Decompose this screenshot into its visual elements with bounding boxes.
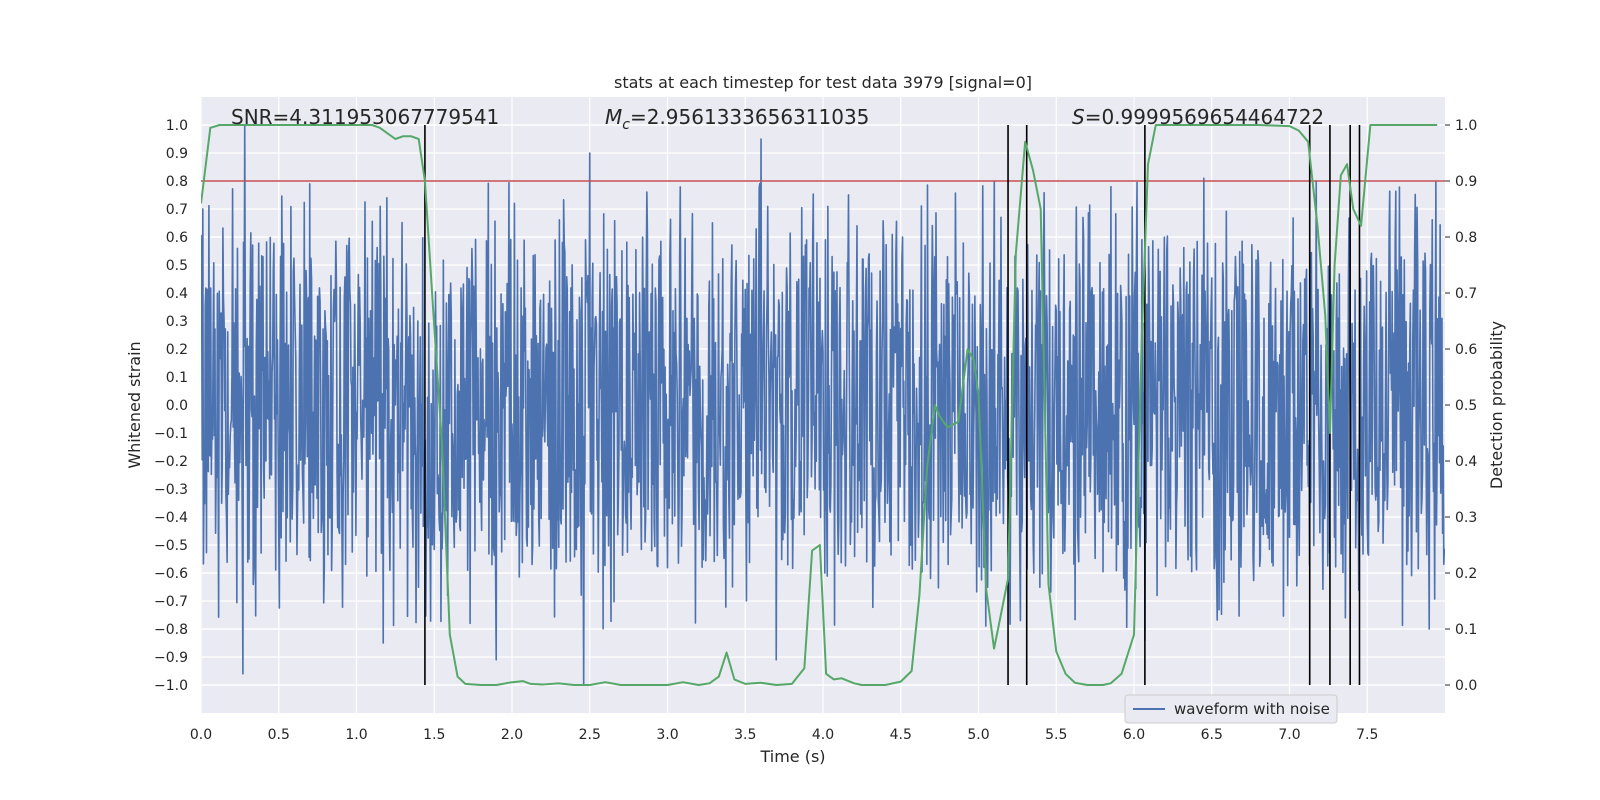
x-tick-label: 2.5 [579,727,601,743]
left-tick-label: 0.0 [166,398,188,414]
probability-series [201,124,1438,686]
x-tick-label: 3.0 [656,727,678,743]
x-tick-label: 1.5 [423,727,445,743]
x-tick-label: 2.0 [501,727,523,743]
right-tick-label: 0.7 [1455,286,1477,302]
left-tick-label: −0.9 [154,650,188,666]
x-tick-label: 0.0 [190,727,212,743]
left-tick-label: 0.7 [166,202,188,218]
x-tick-label: 4.0 [812,727,834,743]
right-tick-label: 0.5 [1455,398,1477,414]
right-tick-label: 1.0 [1455,118,1477,134]
left-tick-label: 1.0 [166,118,188,134]
left-tick-label: −0.3 [154,482,188,498]
waveform-series [201,124,1445,686]
crossing-lines [424,125,1361,685]
x-tick-label: 6.0 [1123,727,1145,743]
right-tick-label: 0.0 [1455,678,1477,694]
snr-annotation: SNR=4.311953067779541 [231,105,499,129]
chirp-mass-value: =2.9561333656311035 [630,105,869,129]
score-symbol: S [1072,105,1085,129]
score-value: =0.9999569654464722 [1085,105,1324,129]
legend: waveform with noise [1124,694,1338,724]
left-tick-label: 0.6 [166,230,188,246]
left-tick-label: 0.5 [166,258,188,274]
left-axis-label: Whitened strain [125,341,144,468]
x-tick-label: 5.5 [1045,727,1067,743]
left-tick-label: −0.8 [154,622,188,638]
left-tick-label: −0.1 [154,426,188,442]
right-tick-label: 0.6 [1455,342,1477,358]
legend-frame [1124,694,1338,724]
chirp-mass-subscript: c [622,117,630,133]
left-tick-label: −0.5 [154,538,188,554]
x-tick-label: 3.5 [734,727,756,743]
right-axis-ticks: 1.0 0.9 0.8 0.7 0.6 0.5 0.4 0.3 0.2 0.1 0.0 [1445,118,1477,694]
left-tick-label: 0.2 [166,342,188,358]
x-axis-label: Time (s) [759,747,825,766]
x-tick-label: 0.5 [268,727,290,743]
right-tick-label: 0.4 [1455,454,1477,470]
right-tick-label: 0.9 [1455,174,1477,190]
left-tick-label: −0.6 [154,566,188,582]
x-axis-ticks: 0.0 0.5 1.0 1.5 2.0 2.5 3.0 3.5 4.0 4.5 5.0 5.5 6.0 6… [190,727,1379,743]
left-tick-label: 0.4 [166,286,188,302]
legend-label-waveform: waveform with noise [1174,700,1330,718]
left-tick-label: 0.3 [166,314,188,330]
left-tick-label: 0.9 [166,146,188,162]
probability-line [201,124,1438,686]
left-tick-label: −0.7 [154,594,188,610]
right-tick-label: 0.3 [1455,510,1477,526]
left-tick-label: 0.8 [166,174,188,190]
x-tick-label: 7.5 [1356,727,1378,743]
left-tick-label: −0.4 [154,510,188,526]
chirp-mass-symbol: M [605,105,622,129]
right-tick-label: 0.1 [1455,622,1477,638]
right-axis-label: Detection probability [1487,321,1506,489]
x-tick-label: 7.0 [1278,727,1300,743]
left-tick-label: −1.0 [154,678,188,694]
left-tick-label: 0.1 [166,370,188,386]
x-tick-label: 5.0 [967,727,989,743]
x-tick-label: 1.0 [345,727,367,743]
right-tick-label: 0.2 [1455,566,1477,582]
left-axis-ticks: 1.0 0.9 0.8 0.7 0.6 0.5 0.4 0.3 0.2 0.1 0.0 −0.1 −0.… [154,118,188,694]
right-tick-label: 0.8 [1455,230,1477,246]
x-tick-label: 4.5 [890,727,912,743]
left-tick-label: −0.2 [154,454,188,470]
chirp-mass-annotation: Mc=2.9561333656311035 [605,105,869,133]
waveform-line [201,124,1445,686]
x-tick-label: 6.5 [1201,727,1223,743]
chart-title: stats at each timestep for test data 397… [614,73,1032,92]
score-annotation: S=0.9999569654464722 [1072,105,1324,129]
